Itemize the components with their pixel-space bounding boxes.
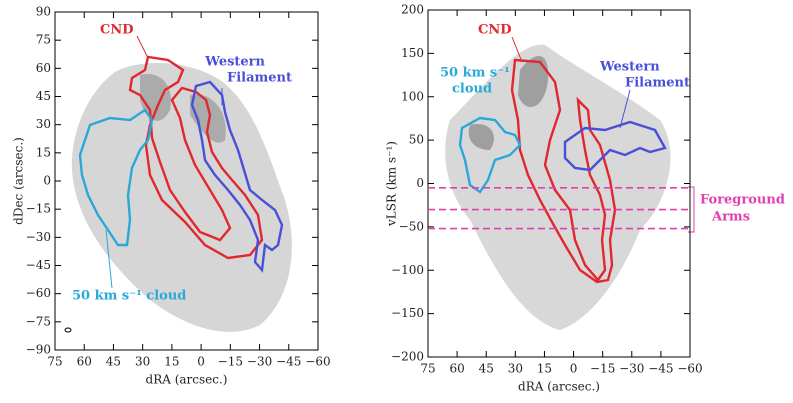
x-tick-label: −15 [218, 355, 243, 369]
y-tick-label: 15 [36, 145, 51, 159]
y-tick-label: −60 [26, 286, 51, 300]
x-tick-label: 15 [537, 362, 552, 376]
leader [619, 89, 631, 129]
cloud-contour [458, 116, 522, 194]
intensity-map [71, 62, 292, 332]
x-tick-label: 0 [197, 355, 205, 369]
y-tick-label: −90 [26, 343, 51, 357]
annotation: Arms [711, 210, 750, 225]
y-tick-label: −100 [391, 263, 424, 277]
x-tick-label: −60 [305, 355, 330, 369]
x-tick-label: 75 [47, 355, 62, 369]
x-tick-label: 45 [106, 355, 121, 369]
x-axis-label: dRA (arcsec.) [518, 380, 600, 394]
x-tick-label: 30 [508, 362, 523, 376]
x-tick-label: −60 [677, 362, 702, 376]
annotation: cloud [452, 82, 492, 97]
x-tick-label: −15 [590, 362, 615, 376]
x-tick-label: 60 [449, 362, 464, 376]
annotation: Western [599, 60, 660, 75]
right-map: CND 50 km s⁻¹ cloud Western Filament For… [440, 23, 785, 330]
y-tick-label: −30 [26, 230, 51, 244]
leader [105, 229, 113, 289]
annotation: Foreground [700, 193, 785, 208]
y-tick-label: −50 [399, 219, 424, 233]
leader [511, 36, 523, 63]
western-filament-contour [563, 120, 667, 172]
y-tick-label: 150 [401, 46, 424, 60]
x-tick-label: 75 [420, 362, 435, 376]
intensity-map [445, 44, 671, 330]
y-tick-label: 45 [36, 89, 51, 103]
y-tick-label: 75 [36, 33, 51, 47]
leader [136, 35, 149, 59]
x-axis-label: dRA (arcsec.) [146, 373, 228, 387]
x-tick-label: 0 [570, 362, 578, 376]
cnd-contour [510, 58, 617, 284]
y-tick-label: −75 [26, 314, 51, 328]
annotation: Filament [625, 76, 690, 91]
annotation: 50 km s⁻¹ cloud [72, 289, 186, 304]
y-tick-label: 200 [401, 3, 424, 17]
y-tick-label: −45 [26, 258, 51, 272]
annotation: CND [478, 23, 512, 38]
bracket [688, 186, 695, 233]
x-tick-label: −45 [276, 355, 301, 369]
intensity-peak [468, 56, 549, 150]
x-tick-label: 45 [479, 362, 494, 376]
x-tick-label: −45 [648, 362, 673, 376]
y-tick-label: 30 [36, 117, 51, 131]
y-tick-label: 60 [36, 61, 51, 75]
y-tick-label: −150 [391, 306, 424, 320]
beam [64, 327, 72, 333]
western-filament-contour [190, 80, 284, 273]
x-tick-label: 15 [164, 355, 179, 369]
y-tick-label: 100 [401, 89, 424, 103]
left-map: CND Western Filament 50 km s⁻¹ cloud [64, 23, 292, 333]
x-tick-label: 30 [135, 355, 150, 369]
annotation: 50 km s⁻¹ [440, 66, 510, 81]
annotation: CND [100, 23, 134, 38]
y-tick-label: 0 [43, 174, 51, 188]
y-axis-label: dDec (arcsec.) [12, 137, 26, 225]
y-tick-label: 50 [409, 133, 424, 147]
x-tick-label: −30 [247, 355, 272, 369]
y-tick-label: 90 [36, 5, 51, 19]
x-tick-label: −30 [619, 362, 644, 376]
annotation: Filament [227, 71, 292, 86]
x-tick-label: 60 [77, 355, 92, 369]
cloud-contour [78, 108, 154, 247]
y-tick-label: −15 [26, 202, 51, 216]
annotation: Western [204, 55, 265, 70]
intensity-peak [140, 74, 226, 143]
y-tick-label: −200 [391, 350, 424, 364]
y-axis-label: vLSR (km s⁻¹) [385, 141, 399, 227]
y-tick-label: 0 [416, 176, 424, 190]
